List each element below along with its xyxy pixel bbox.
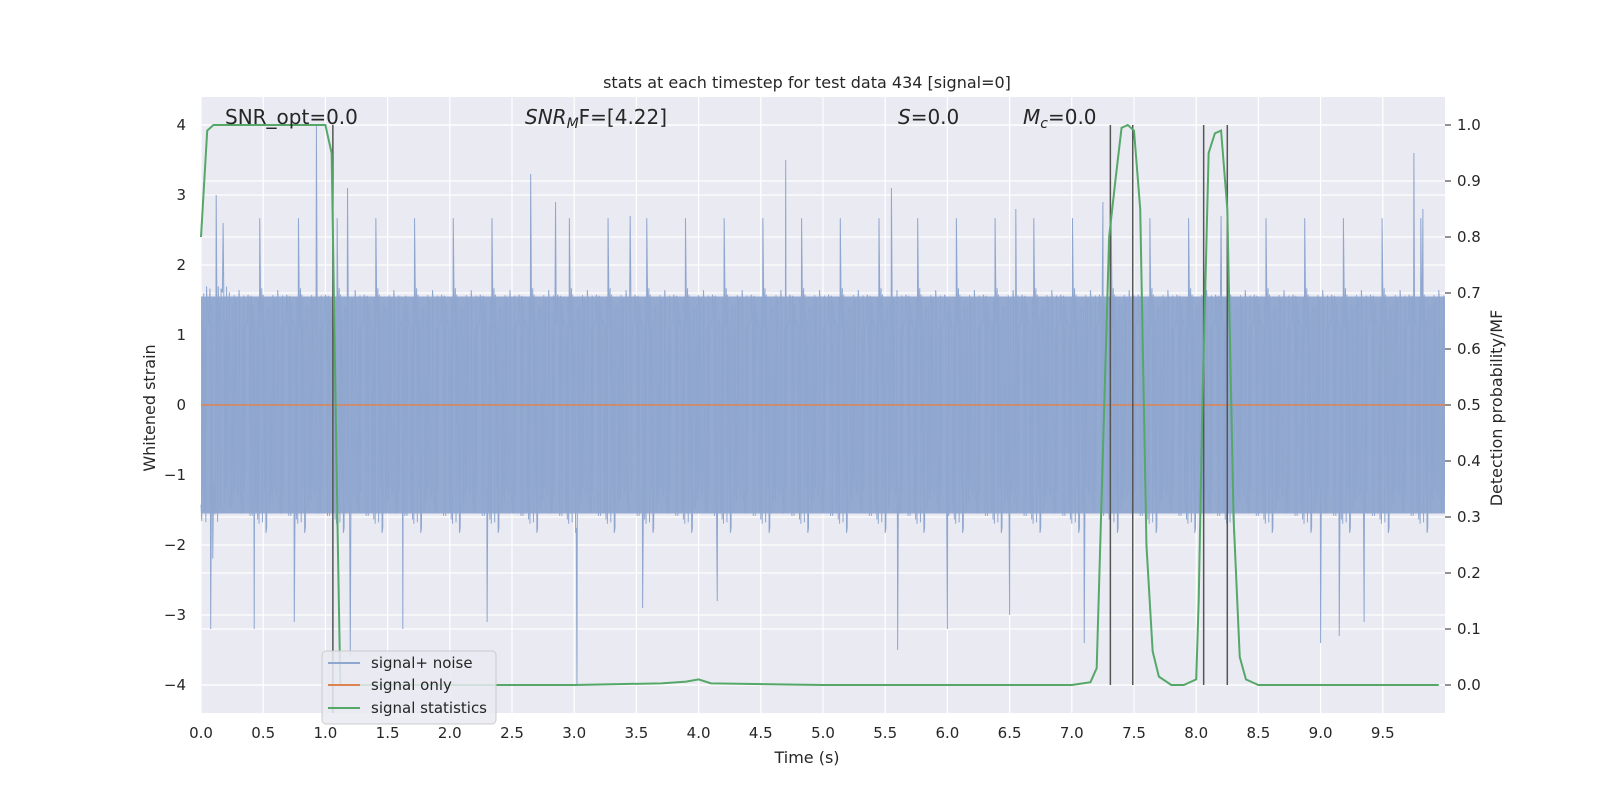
y-axis-ticks: 4 3 2 1 0 −1 −2 −3 −4 — [164, 116, 186, 694]
annotation-snr-opt: SNR_opt=0.0 — [225, 105, 358, 129]
annotation-s-rest: =0.0 — [911, 105, 960, 129]
chart-title: stats at each timestep for test data 434… — [603, 73, 1011, 92]
x-tick-label: 4.5 — [749, 724, 773, 742]
x-tick-label: 0.5 — [251, 724, 275, 742]
y2-tick-label: 0.6 — [1457, 340, 1481, 358]
x-tick-label: 7.0 — [1060, 724, 1084, 742]
legend-box — [321, 650, 497, 725]
x-tick-label: 9.0 — [1309, 724, 1333, 742]
y2-axis-label: Detection probability/MF — [1487, 310, 1506, 507]
x-tick-label: 4.0 — [687, 724, 711, 742]
x-tick-label: 8.5 — [1246, 724, 1270, 742]
y2-tick-label: 0.0 — [1457, 676, 1481, 694]
x-axis-ticks: 0.0 0.5 1.0 1.5 2.0 2.5 3.0 3.5 4.0 4.5 5.0 5.5 6.0 6… — [189, 724, 1395, 742]
y-tick-label: −4 — [164, 676, 186, 694]
x-tick-label: 1.0 — [313, 724, 337, 742]
x-tick-label: 3.5 — [624, 724, 648, 742]
legend-label-signal-statistics: signal statistics — [371, 699, 487, 717]
x-tick-label: 5.5 — [873, 724, 897, 742]
legend-label-signal-noise: signal+ noise — [371, 654, 473, 672]
x-tick-label: 6.0 — [935, 724, 959, 742]
legend-label-signal-only: signal only — [371, 676, 452, 694]
annotation-mc: Mc=0.0 — [1023, 105, 1097, 132]
y2-tick-label: 0.1 — [1457, 620, 1481, 638]
y-tick-label: 2 — [176, 256, 186, 274]
y2-tick-label: 0.3 — [1457, 508, 1481, 526]
x-tick-label: 2.5 — [500, 724, 524, 742]
x-tick-label: 7.5 — [1122, 724, 1146, 742]
annotation-mc-symbol: M — [1023, 105, 1040, 129]
annotation-snr-mf-rest: F=[4.22] — [579, 105, 667, 129]
x-tick-label: 1.5 — [376, 724, 400, 742]
y2-tick-label: 0.7 — [1457, 284, 1481, 302]
y2-tick-label: 0.5 — [1457, 396, 1481, 414]
y-axis-label: Whitened strain — [140, 344, 159, 471]
annotation-snr-mf-sub: M — [567, 116, 579, 132]
y-tick-label: 4 — [176, 116, 186, 134]
annotation-s: S=0.0 — [898, 105, 959, 129]
x-tick-label: 6.5 — [998, 724, 1022, 742]
noise-line — [200, 124, 1445, 686]
y-tick-label: 0 — [176, 396, 186, 414]
annotation-s-symbol: S — [898, 105, 911, 129]
x-tick-label: 0.0 — [189, 724, 213, 742]
annotation-mc-sub: c — [1040, 116, 1048, 132]
legend: signal+ noise signal only signal statist… — [321, 650, 497, 725]
y2-tick-label: 0.4 — [1457, 452, 1481, 470]
x-axis-label: Time (s) — [773, 748, 839, 767]
y2-tick-label: 0.2 — [1457, 564, 1481, 582]
y2-tick-label: 0.8 — [1457, 228, 1481, 246]
x-tick-label: 8.0 — [1184, 724, 1208, 742]
y-tick-label: −3 — [164, 606, 186, 624]
y2-tick-label: 1.0 — [1457, 116, 1481, 134]
y2-axis-ticks: 1.0 0.9 0.8 0.7 0.6 0.5 0.4 0.3 0.2 0.1 0.0 — [1445, 116, 1481, 694]
annotation-mc-rest: =0.0 — [1048, 105, 1097, 129]
x-tick-label: 5.0 — [811, 724, 835, 742]
annotation-snr-mf-symbol: SNR — [525, 105, 567, 129]
y-tick-label: −2 — [164, 536, 186, 554]
y-tick-label: −1 — [164, 466, 186, 484]
y-tick-label: 1 — [176, 326, 186, 344]
y-tick-label: 3 — [176, 186, 186, 204]
y2-tick-label: 0.9 — [1457, 172, 1481, 190]
x-tick-label: 2.0 — [438, 724, 462, 742]
annotation-snr-mf: SNRMF=[4.22] — [525, 105, 667, 132]
x-tick-label: 3.0 — [562, 724, 586, 742]
x-tick-label: 9.5 — [1371, 724, 1395, 742]
